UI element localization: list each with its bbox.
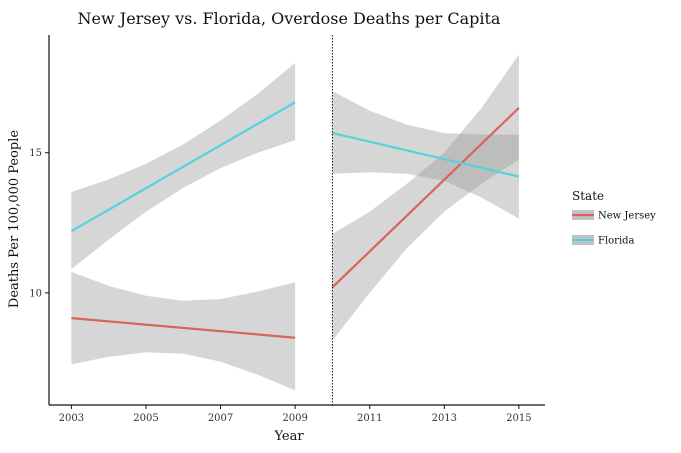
x-tick-label: 2011 xyxy=(357,413,382,424)
x-axis-title: Year xyxy=(273,429,304,444)
y-axis-title: Deaths Per 100,000 People xyxy=(7,130,22,309)
legend-items: New Jersey Florida xyxy=(572,210,656,247)
y-axis-ticks: 10 15 xyxy=(29,148,49,299)
legend-item-florida: Florida xyxy=(572,235,635,247)
trend-lines xyxy=(70,101,520,339)
y-tick-label: 10 xyxy=(29,288,42,299)
x-tick-label: 2005 xyxy=(133,413,158,424)
legend-title: State xyxy=(572,189,604,203)
new-jersey-line-1 xyxy=(71,317,296,339)
legend: State New Jersey Florida xyxy=(572,189,656,247)
legend-label: Florida xyxy=(598,236,635,247)
florida-line-2 xyxy=(332,132,520,178)
legend-item-new-jersey: New Jersey xyxy=(572,210,656,222)
x-tick-label: 2003 xyxy=(59,413,84,424)
x-tick-label: 2009 xyxy=(282,413,307,424)
confidence-bands xyxy=(71,54,519,391)
y-tick-label: 15 xyxy=(29,148,42,159)
florida-line-1 xyxy=(70,101,296,233)
chart-title: New Jersey vs. Florida, Overdose Deaths … xyxy=(78,9,501,28)
x-tick-label: 2013 xyxy=(432,413,457,424)
x-axis-ticks: 2003 2005 2007 2009 2011 2013 2015 xyxy=(59,405,532,424)
axes xyxy=(48,35,545,406)
x-tick-label: 2007 xyxy=(208,413,233,424)
x-tick-label: 2015 xyxy=(506,413,531,424)
legend-label: New Jersey xyxy=(598,211,656,222)
new-jersey-band-1 xyxy=(71,271,296,391)
new-jersey-line-2 xyxy=(331,107,520,289)
